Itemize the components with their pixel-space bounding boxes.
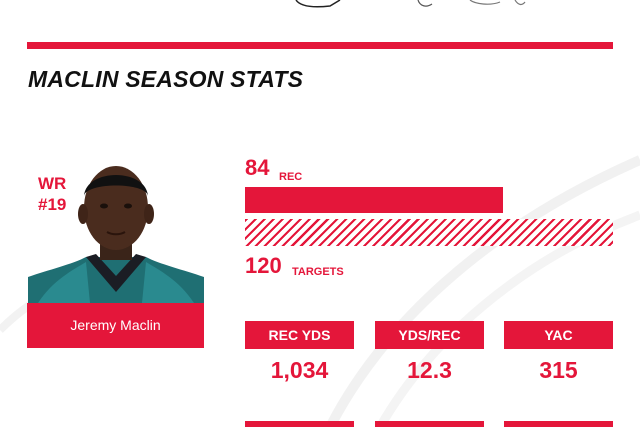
player-number: #19 [38,195,67,214]
header-divider [27,42,613,49]
stat-header-rec-yds: REC YDS [245,321,354,349]
stat-value-yac: 315 [539,357,578,383]
stat-header-row2-2 [375,421,484,427]
targets-value: 120 [245,253,282,278]
stat-header-row2-1 [245,421,354,427]
stat-header-yds-per-rec: YDS/REC [375,321,484,349]
stat-value-rec-yds: 1,034 [270,357,329,383]
stat-header-yac: YAC [504,321,613,349]
page-title: MACLIN SEASON STATS [28,66,304,92]
team-logo-partial [295,0,526,8]
targets-bar [245,219,613,246]
targets-label: TARGETS [292,266,344,278]
receptions-value: 84 [245,155,270,180]
player-position: WR [38,174,67,193]
receptions-label: REC [279,171,303,183]
player-position-block: WR #19 [38,173,66,215]
player-photo [28,166,204,303]
receptions-bar [245,187,503,213]
stat-header-row2-3 [504,421,613,427]
player-name-box: Jeremy Maclin [27,303,204,348]
stat-value-yds-per-rec: 12.3 [407,357,452,383]
